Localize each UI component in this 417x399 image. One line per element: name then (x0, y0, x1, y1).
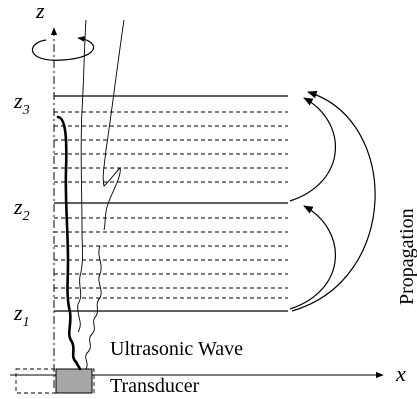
z1-label-main: z (13, 300, 23, 325)
transducer-outline-dashed (15, 368, 95, 394)
ultrasonic-wave-squiggle (85, 245, 102, 370)
rotation-arrow-icon (31, 36, 95, 61)
z-axis-label: z (35, 0, 45, 23)
propagation-arrows (289, 90, 376, 312)
z1-label: z1 (13, 300, 30, 330)
z3-label-main: z (13, 88, 23, 113)
x-axis-label: x (395, 361, 406, 386)
level-lines (54, 95, 288, 312)
wave-trace-upper (102, 19, 125, 231)
transducer-label: Transducer (110, 375, 200, 397)
arrow-z1-to-z3 (291, 90, 376, 312)
z2-label-sub: 2 (23, 209, 30, 224)
arrow-z1-to-z2 (289, 205, 336, 310)
transducer-block (55, 368, 93, 394)
z2-label: z2 (13, 194, 30, 224)
z3-label-sub: 3 (22, 103, 30, 118)
wave-trace-main (77, 19, 87, 333)
propagation-label: Propagation (396, 208, 417, 305)
dashed-layer-lines (54, 111, 288, 299)
z1-label-sub: 1 (23, 315, 30, 330)
arrow-z2-to-z3 (289, 97, 336, 202)
z3-label: z3 (13, 88, 30, 118)
ultrasonic-wave-label: Ultrasonic Wave (110, 338, 243, 360)
z2-label-main: z (13, 194, 23, 219)
wave-profile-thick (56, 115, 82, 371)
